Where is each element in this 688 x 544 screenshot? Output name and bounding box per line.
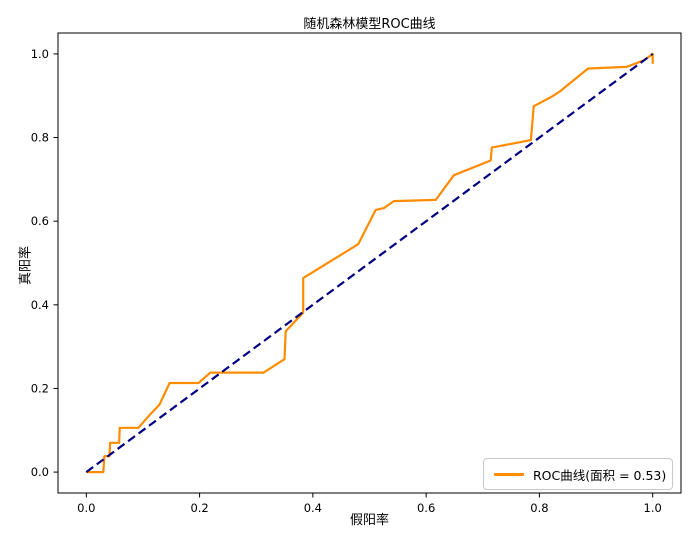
legend-roc-label: ROC曲线(面积 = 0.53) — [533, 467, 667, 483]
plot-border — [57, 32, 682, 494]
x-tick-label: 0.8 — [530, 501, 548, 515]
chance-diagonal-line — [85, 53, 654, 473]
y-tick-label: 0.2 — [31, 381, 49, 395]
y-tick-label: 0.0 — [31, 465, 49, 479]
x-tick-label: 0.4 — [304, 501, 322, 515]
x-axis-label: 假阳率 — [349, 513, 389, 528]
roc-curve-line — [86, 52, 654, 474]
y-axis-label: 真阳率 — [18, 246, 34, 286]
y-tick-label: 0.6 — [31, 214, 49, 228]
y-tick-label: 1.0 — [31, 47, 49, 61]
y-tick-label: 0.4 — [31, 298, 49, 312]
x-tick-label: 0.2 — [190, 501, 208, 515]
x-tick-label: 0.6 — [417, 501, 435, 515]
legend: ROC曲线(面积 = 0.53) — [483, 458, 673, 490]
legend-roc-line-sample — [494, 472, 524, 476]
chart-title: 随机森林模型ROC曲线 — [303, 17, 436, 32]
x-tick-label: 0.0 — [77, 501, 95, 515]
x-tick-label: 1.0 — [644, 501, 662, 515]
y-tick-label: 0.8 — [31, 131, 49, 145]
